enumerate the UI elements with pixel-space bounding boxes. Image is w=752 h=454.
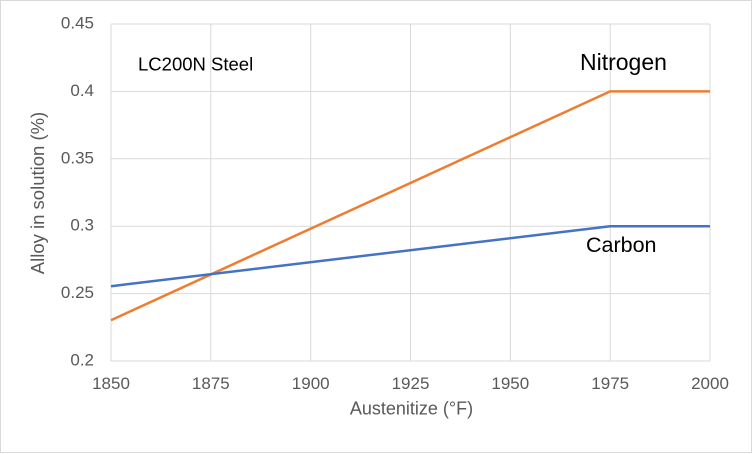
svg-text:Nitrogen: Nitrogen: [580, 49, 667, 75]
svg-text:0.2: 0.2: [70, 350, 94, 369]
svg-text:1900: 1900: [292, 374, 330, 393]
svg-text:0.3: 0.3: [70, 216, 94, 235]
svg-text:1950: 1950: [491, 374, 529, 393]
svg-text:1875: 1875: [192, 374, 230, 393]
svg-text:1850: 1850: [92, 374, 130, 393]
svg-text:Carbon: Carbon: [586, 233, 657, 257]
svg-text:1925: 1925: [392, 374, 430, 393]
svg-text:1975: 1975: [591, 374, 629, 393]
svg-text:0.4: 0.4: [70, 81, 94, 100]
svg-text:0.25: 0.25: [61, 283, 94, 302]
svg-text:2000: 2000: [691, 374, 729, 393]
svg-text:0.45: 0.45: [61, 13, 94, 32]
svg-text:0.35: 0.35: [61, 148, 94, 167]
svg-text:Austenitize (°F): Austenitize (°F): [350, 399, 473, 419]
svg-text:LC200N Steel: LC200N Steel: [138, 54, 253, 75]
